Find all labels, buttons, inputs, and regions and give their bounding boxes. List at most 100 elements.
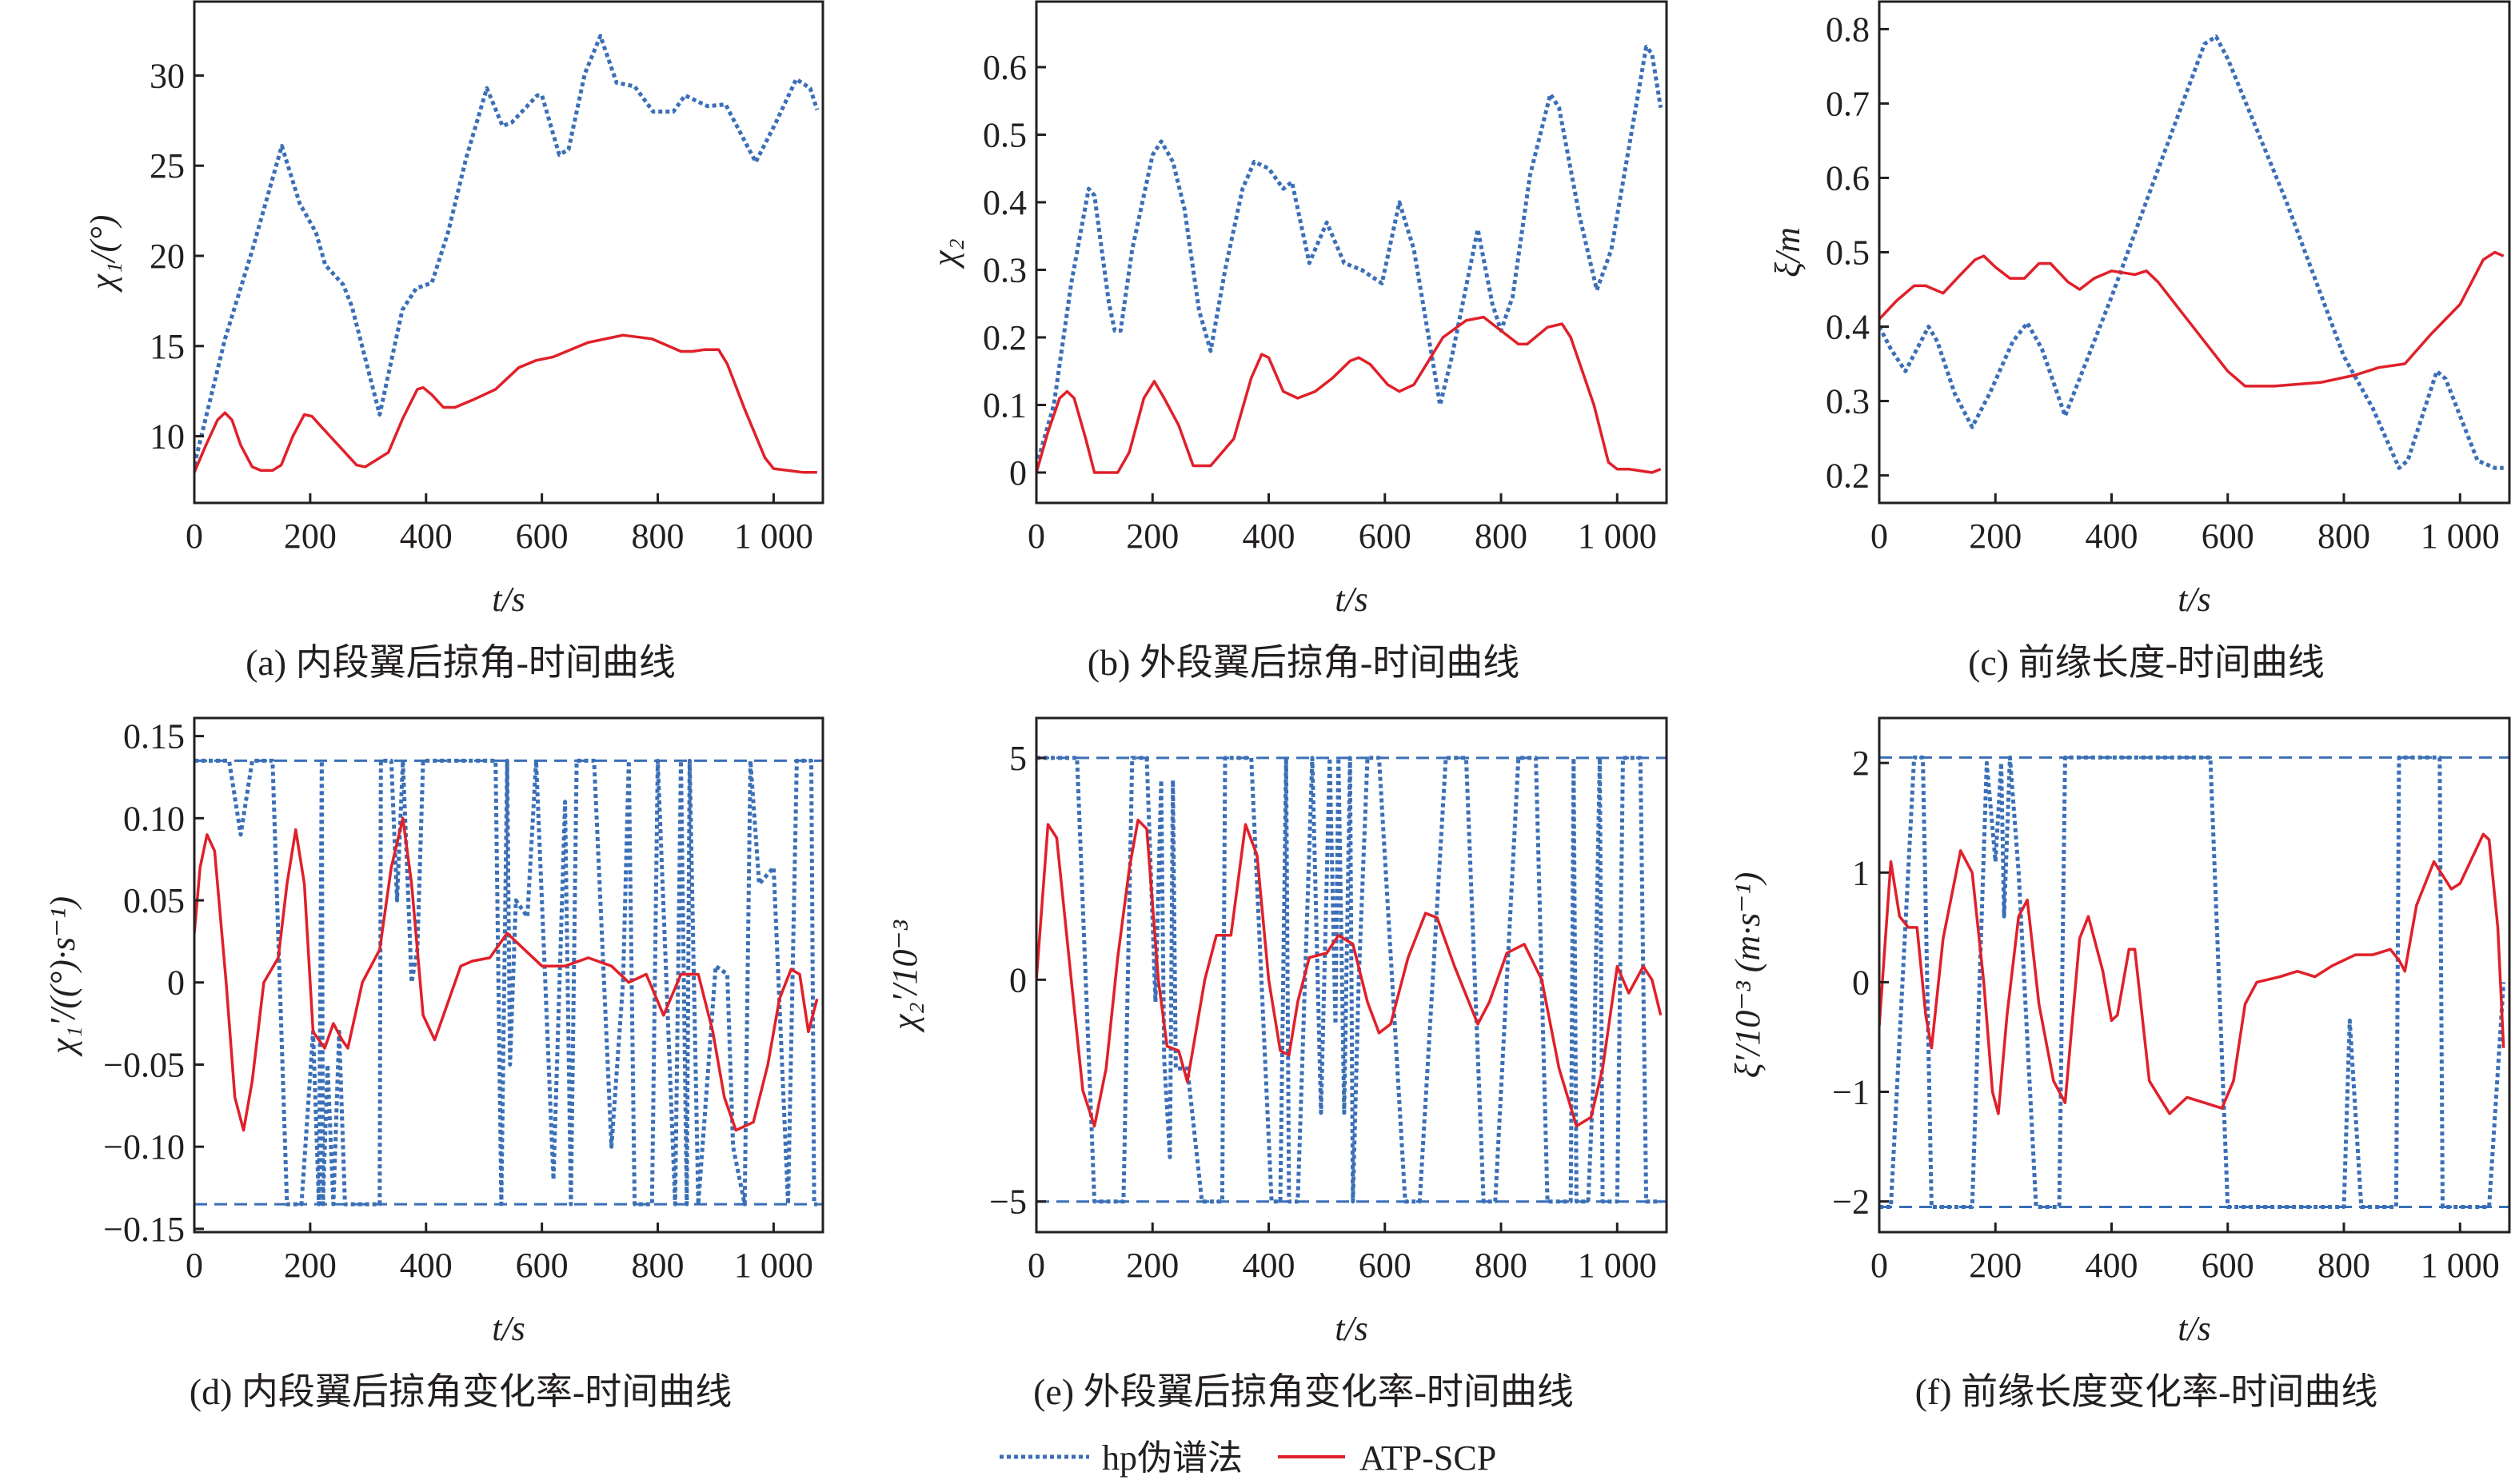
axes-frame [193,0,824,505]
subplot-a: 0 200 400 600 800 1 000 10 15 20 25 30 t/s χ₁/(°) (a)… [83,0,824,683]
series-hp-line [194,34,820,466]
y-axis-label: χ₁′/((°)·s⁻¹) [43,896,82,1057]
series-hp-line [1879,755,2506,1209]
x-tick-label: 200 [1126,1246,1179,1285]
y-tick-label: −1 [1832,1073,1870,1112]
y-tick-label: 0.15 [123,717,185,756]
y-tick-label: −2 [1832,1183,1870,1222]
y-tick-label: 0.2 [983,318,1027,357]
y-tick-label: 1 [1852,853,1870,892]
subplot-caption: (f) 前缘长度变化率-时间曲线 [1915,1371,2378,1412]
y-tick-label: 30 [150,56,185,95]
x-tick-label: 800 [632,1246,685,1285]
x-axis-label: t/s [492,1309,525,1348]
subplot-caption: (e) 外段翼后掠角变化率-时间曲线 [1033,1371,1574,1412]
y-tick-label: 0.1 [983,385,1027,425]
y-tick-label: 0.4 [1826,308,1870,347]
x-tick-label: 800 [1475,1246,1527,1285]
series-atp-line [1879,250,2505,388]
axes-frame [1035,0,1668,505]
series-atp-line [194,333,817,474]
x-tick-label: 1 000 [734,517,813,556]
x-tick-label: 400 [2086,517,2138,556]
y-axis-label: χ₂′/10⁻³ [885,920,924,1033]
y-tick-label: 20 [150,237,185,276]
y-tick-label: 0.05 [123,881,185,920]
y-tick-label: 0.3 [983,250,1027,289]
x-tick-label: 400 [1243,517,1295,556]
x-tick-label: 400 [400,1246,453,1285]
x-tick-label: 600 [2202,1246,2254,1285]
x-tick-label: 1 000 [2421,517,2500,556]
y-tick-label: −0.05 [103,1045,185,1084]
y-tick-label: 25 [150,146,185,186]
series-atp-line [194,816,819,1132]
y-tick-label: 2 [1852,744,1870,783]
x-tick-label: 800 [632,517,685,556]
y-axis-label: χ₂ [925,238,964,269]
x-tick-label: 800 [1475,517,1527,556]
y-tick-label: −5 [989,1183,1027,1222]
axes-frame [1878,716,2511,1234]
subplot-b: 0 200 400 600 800 1 000 0 0.1 0.2 0.3 0.4 0.5 0.6 t/s… [925,0,1668,683]
x-tick-label: 1 000 [734,1246,813,1285]
y-tick-label: 0 [1009,960,1027,999]
y-tick-label: 0.2 [1826,457,1870,496]
x-tick-label: 800 [2317,1246,2370,1285]
x-tick-label: 200 [284,517,337,556]
series-atp-line [1036,315,1662,474]
y-axis-label: χ₁/(°) [83,215,122,293]
x-tick-label: 400 [1243,1246,1295,1285]
x-tick-label: 600 [1359,517,1411,556]
series-hp-line [1036,45,1663,467]
subplot-f: 0 200 400 600 800 1 000 −2 −1 0 1 2 t/s ξ′/10⁻³ (m·s… [1728,716,2511,1412]
x-tick-label: 400 [400,517,453,556]
subplot-caption: (a) 内段翼后掠角-时间曲线 [246,642,676,683]
x-axis-label: t/s [2178,1309,2211,1348]
series-hp-line [194,758,817,1207]
y-axis-label: ξ′/10⁻³ (m·s⁻¹) [1728,872,1767,1079]
x-tick-label: 600 [2202,517,2254,556]
x-tick-label: 400 [2086,1246,2138,1285]
y-tick-label: 10 [150,417,185,457]
x-tick-label: 600 [1359,1246,1411,1285]
subplot-c: 0 200 400 600 800 1 000 0.2 0.3 0.4 0.5 0.6 0.7 0.8 t… [1768,0,2511,683]
x-tick-label: 0 [1028,1246,1045,1285]
series-atp-line [1036,818,1663,1128]
y-tick-label: 0.10 [123,799,185,838]
y-axis-label: ξ/m [1768,227,1807,277]
y-tick-label: 0.5 [1826,233,1870,273]
y-tick-label: 0.7 [1826,84,1870,123]
x-axis-label: t/s [1335,580,1368,619]
y-tick-label: 0.5 [983,115,1027,154]
legend-label-hp: hp伪谱法 [1102,1438,1243,1478]
x-axis-label: t/s [2178,580,2211,619]
y-tick-label: 0 [1009,453,1027,493]
y-tick-label: −0.15 [103,1210,185,1249]
x-tick-label: 1 000 [1578,1246,1657,1285]
x-tick-label: 200 [284,1246,337,1285]
subplot-caption: (d) 内段翼后掠角变化率-时间曲线 [190,1371,732,1412]
subplot-d: 0 200 400 600 800 1 000 −0.15 −0.10 −0.05 0 0.05 0.… [43,716,824,1412]
x-tick-label: 1 000 [1578,517,1657,556]
axes-frame [193,716,824,1234]
x-tick-label: 200 [1126,517,1179,556]
x-tick-label: 200 [1969,1246,2022,1285]
legend-label-atp: ATP-SCP [1359,1438,1496,1478]
x-tick-label: 0 [1028,517,1045,556]
axes-frame [1035,716,1668,1234]
y-tick-label: 0.6 [1826,158,1870,197]
y-tick-label: 0.4 [983,183,1027,222]
y-tick-label: 0 [1852,963,1870,1002]
series-hp-line [1036,756,1661,1204]
series-hp-line [1879,34,2504,470]
x-tick-label: 0 [186,1246,203,1285]
subplot-caption: (b) 外段翼后掠角-时间曲线 [1088,642,1519,683]
panels: 0 200 400 600 800 1 0001015202530t/sχ₁/(°)(a)… [43,0,2511,1412]
y-tick-label: 0.8 [1826,10,1870,49]
x-axis-label: t/s [1335,1309,1368,1348]
legend: hp伪谱法 ATP-SCP [1000,1438,1496,1478]
subplot-caption: (c) 前缘长度-时间曲线 [1968,642,2325,683]
